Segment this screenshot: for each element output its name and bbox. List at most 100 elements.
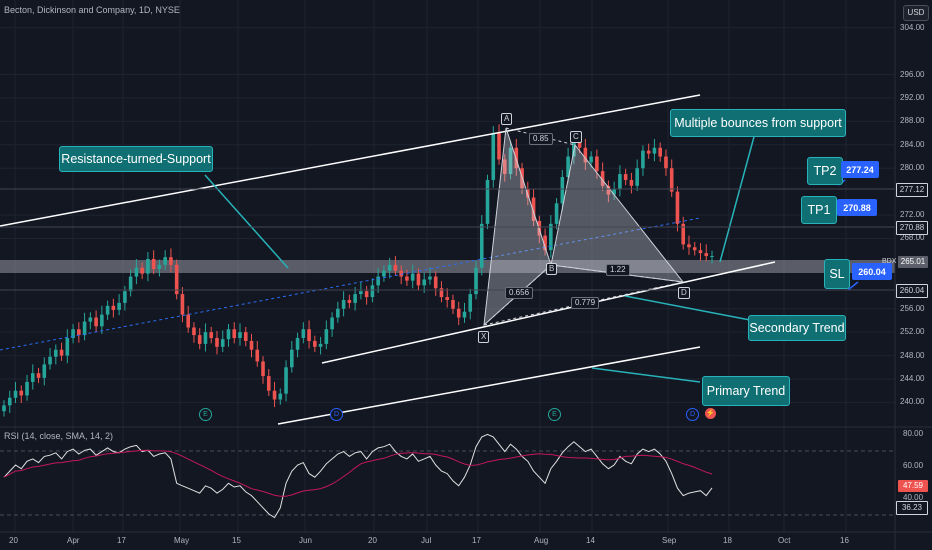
candle-body — [497, 133, 501, 160]
candle-body — [255, 349, 260, 362]
price-axis-label: 252.00 — [900, 327, 925, 337]
candle-body — [433, 276, 438, 289]
candle-body — [508, 147, 513, 175]
time-axis-label: 20 — [9, 536, 18, 545]
candle-body — [549, 223, 553, 251]
price-axis-label: 244.00 — [900, 374, 925, 383]
candle-body — [174, 264, 179, 295]
tp2-callout[interactable]: TP2 — [807, 157, 843, 185]
rsi-line — [3, 433, 713, 519]
candle-body — [128, 276, 133, 292]
candle-body — [117, 302, 121, 310]
news-flash-icon[interactable]: ⚡ — [705, 408, 716, 419]
candle-body — [140, 267, 144, 274]
candle-body — [163, 257, 167, 265]
candle-body — [71, 329, 75, 339]
callout-pointer-primary — [591, 367, 701, 383]
candle-body — [658, 147, 662, 157]
candle-body — [13, 390, 18, 398]
earnings-icon[interactable]: E — [548, 408, 561, 421]
candle-body — [692, 247, 697, 251]
candle-body — [462, 311, 467, 318]
candle-body — [134, 267, 139, 277]
candle-body — [318, 343, 323, 347]
currency-button[interactable]: USD — [903, 5, 929, 21]
price-axis-label: 284.00 — [900, 139, 925, 149]
candle-body — [301, 329, 306, 339]
price-tag-260: 260.04 — [896, 284, 928, 298]
resistance-callout[interactable]: Resistance-turned-Support — [59, 146, 213, 172]
price-tag-current: 265.01 — [898, 256, 928, 268]
candle-body — [266, 376, 271, 391]
time-axis-label: Aug — [534, 536, 549, 545]
candle-body — [65, 338, 70, 356]
candle-body — [359, 291, 363, 295]
candle-body — [295, 338, 300, 350]
candle-body — [94, 317, 98, 327]
candle-body — [600, 171, 605, 186]
candle-body — [652, 147, 657, 154]
upper-channel-line — [0, 94, 701, 227]
candle-body — [612, 188, 616, 195]
candle-body — [393, 264, 398, 271]
candle-body — [197, 335, 202, 344]
time-axis-label: 15 — [232, 536, 241, 545]
primary-trend-callout[interactable]: Primary Trend — [702, 376, 790, 406]
candle-body — [681, 223, 686, 245]
secondary-trend-line — [321, 261, 776, 364]
candle-body — [111, 305, 116, 310]
bounces-callout[interactable]: Multiple bounces from support — [670, 109, 846, 137]
candle-body — [566, 156, 570, 178]
candle-body — [330, 317, 334, 330]
candle-body — [105, 305, 110, 315]
candle-body — [456, 308, 461, 318]
candle-body — [387, 264, 392, 271]
candle-body — [428, 276, 432, 280]
pattern-point-d: D — [678, 287, 690, 299]
candle-body — [629, 179, 634, 186]
candle-body — [646, 150, 651, 154]
dividend-icon[interactable]: D — [686, 408, 699, 421]
time-axis-label: Oct — [778, 536, 791, 545]
candle-body — [606, 185, 611, 195]
ratio-xb: 0.656 — [505, 287, 534, 299]
secondary-trend-callout[interactable]: Secondary Trend — [748, 315, 846, 341]
dividend-icon[interactable]: D — [330, 408, 343, 421]
candle-body — [439, 288, 444, 298]
candle-body — [451, 299, 455, 309]
candle-body — [364, 291, 369, 298]
candle-body — [520, 168, 524, 189]
price-axis-label: 304.00 — [900, 22, 925, 32]
callout-pointer-secondary — [624, 295, 751, 321]
candle-body — [146, 258, 150, 274]
pattern-point-x: X — [478, 331, 490, 343]
candle-body — [399, 270, 403, 277]
rsi-ma-line — [3, 449, 713, 497]
sl-pointer — [847, 281, 859, 291]
candle-body — [531, 197, 536, 221]
candle-body — [238, 332, 242, 339]
candle-body — [220, 339, 225, 347]
candle-body — [382, 270, 386, 277]
candle-body — [410, 273, 415, 281]
rsi-value-tag: 36.23 — [896, 501, 928, 515]
candle-body — [543, 235, 547, 251]
candle-body — [192, 327, 196, 336]
candle-body — [290, 349, 294, 368]
candle-body — [307, 329, 311, 341]
price-axis-label: 288.00 — [900, 116, 925, 126]
harmonic-xd — [483, 281, 684, 326]
candle-body — [664, 156, 668, 169]
price-axis-label: 248.00 — [900, 350, 925, 360]
candle-body — [272, 390, 277, 400]
callout-pointer-resistance — [204, 174, 289, 269]
tp1-callout[interactable]: TP1 — [801, 196, 837, 224]
candle-body — [698, 250, 703, 254]
ratio-ac: 0.85 — [529, 133, 553, 145]
callout-pointer-bounces — [719, 132, 756, 263]
earnings-icon[interactable]: E — [199, 408, 212, 421]
time-axis-label: 17 — [472, 536, 481, 545]
time-axis-label: Apr — [67, 536, 80, 545]
sl-callout[interactable]: SL — [824, 259, 850, 289]
